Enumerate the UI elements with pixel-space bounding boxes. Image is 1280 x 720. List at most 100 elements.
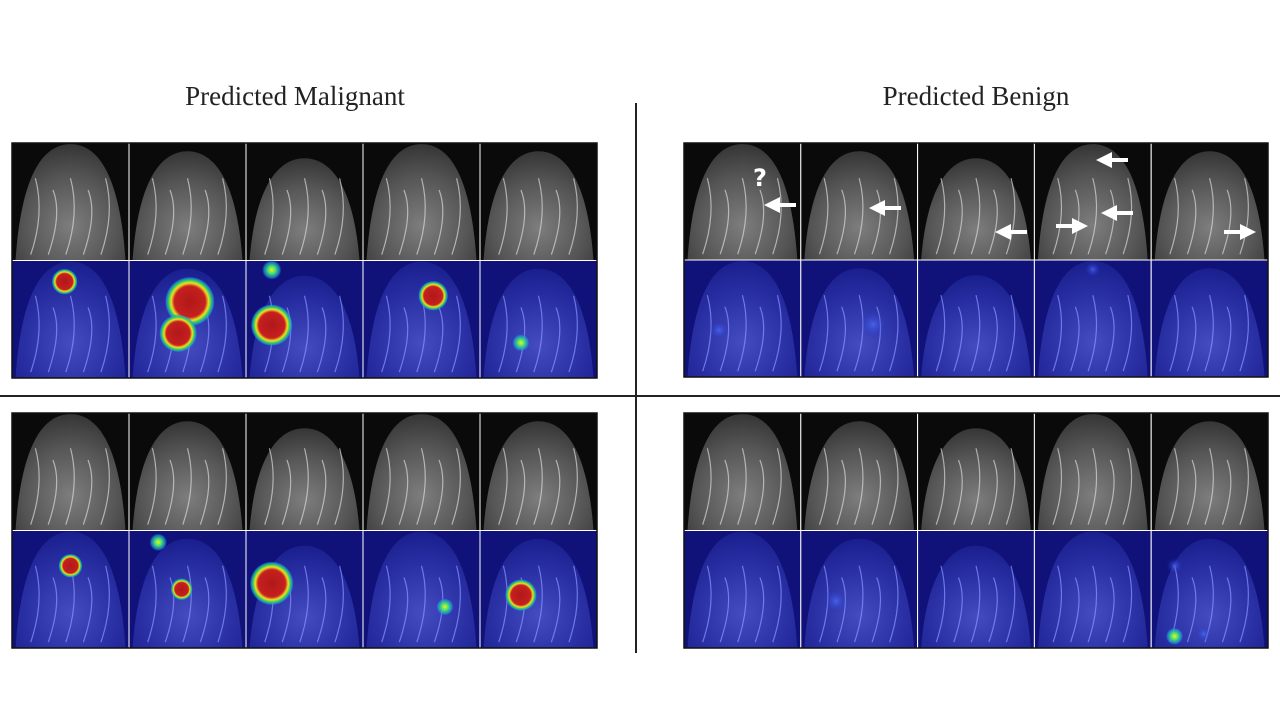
vessel (1221, 459, 1232, 525)
vessel (1186, 189, 1197, 255)
vessel (381, 565, 391, 643)
vessel (889, 448, 899, 525)
vessel (433, 189, 444, 255)
breast-tissue (15, 261, 126, 378)
breast-tissue (483, 538, 594, 648)
vessel (381, 178, 391, 255)
breast-tissue (687, 531, 798, 648)
vessel (1105, 306, 1115, 372)
vessel (550, 189, 561, 255)
breast-tissue (366, 261, 477, 378)
section-title: Predicted Malignant (185, 81, 405, 111)
vessel (398, 459, 409, 525)
vessel (836, 306, 846, 372)
vessel (416, 448, 426, 525)
breast-tissue (249, 158, 360, 261)
vessel (30, 448, 40, 525)
vessel (988, 189, 998, 255)
vessel (970, 448, 981, 525)
vessel (737, 565, 747, 643)
vessel (1052, 448, 1063, 525)
vessel (217, 178, 227, 255)
vessel (381, 295, 391, 373)
vessel (1087, 294, 1098, 372)
vessel (199, 189, 210, 255)
vessel (737, 177, 747, 255)
vessel (970, 294, 981, 372)
breast-tissue (249, 428, 360, 531)
vessel (772, 177, 782, 255)
breast-tissue (687, 414, 798, 531)
vessel (1186, 577, 1197, 643)
vessel (182, 178, 192, 255)
image-panels (11, 142, 1269, 649)
vessel (47, 307, 58, 373)
vessel (433, 459, 444, 525)
vessel (1186, 459, 1197, 525)
vessel (82, 577, 93, 643)
vessel (1186, 306, 1197, 372)
vessel (988, 577, 998, 643)
vessel (1204, 294, 1214, 372)
vessel (935, 177, 946, 255)
vessel (30, 565, 40, 643)
panel-border (683, 142, 1269, 378)
vessel (217, 565, 227, 643)
vessel (451, 295, 461, 373)
vessel (935, 565, 946, 643)
vessel (754, 306, 765, 372)
vessel (1204, 177, 1214, 255)
vessel (1169, 448, 1179, 525)
vessel (147, 178, 157, 255)
vessel (1005, 565, 1016, 643)
vessel (1122, 565, 1133, 643)
heat-spot (261, 259, 282, 280)
heat-spot (159, 314, 198, 353)
vessel (889, 177, 899, 255)
heat-spot (709, 320, 730, 341)
breast-tissue (1037, 261, 1148, 377)
vessel (433, 307, 444, 373)
vessel (988, 459, 998, 525)
breast-tissue (687, 144, 798, 260)
vessel (498, 295, 508, 373)
heat-spot (418, 280, 449, 311)
heat-spot (170, 578, 193, 601)
vessel (818, 177, 829, 255)
breast-tissue (1154, 268, 1265, 377)
panel-border (683, 412, 1269, 649)
vessel (264, 178, 274, 255)
breast-tissue (804, 268, 915, 377)
vessel (100, 178, 110, 255)
vessel (772, 294, 782, 372)
breast-tissue (921, 275, 1031, 377)
vessel (871, 577, 882, 643)
vessel (147, 295, 157, 373)
heat-spot (504, 579, 537, 612)
vessel (164, 189, 175, 255)
vessel (935, 294, 946, 372)
heat-spot (250, 304, 293, 347)
breast-tissue (366, 531, 477, 648)
vessel (199, 577, 210, 643)
vessel (1169, 294, 1179, 372)
vessel (754, 459, 765, 525)
breast-tissue (483, 151, 594, 261)
vessel (953, 459, 963, 525)
vessel (164, 459, 175, 525)
breast-tissue (483, 268, 594, 378)
vessel (1087, 177, 1098, 255)
vessel (82, 459, 93, 525)
vessel (498, 178, 508, 255)
breast-tissue (15, 144, 126, 261)
vessel (147, 448, 157, 525)
breast-tissue (483, 421, 594, 531)
vessel (65, 295, 75, 373)
vessel (1239, 448, 1249, 525)
vessel (1122, 294, 1133, 372)
heat-spot (823, 589, 848, 613)
heat-spot (1084, 261, 1101, 278)
vessel (281, 459, 292, 525)
vessel (719, 577, 730, 643)
vessel (182, 565, 192, 643)
